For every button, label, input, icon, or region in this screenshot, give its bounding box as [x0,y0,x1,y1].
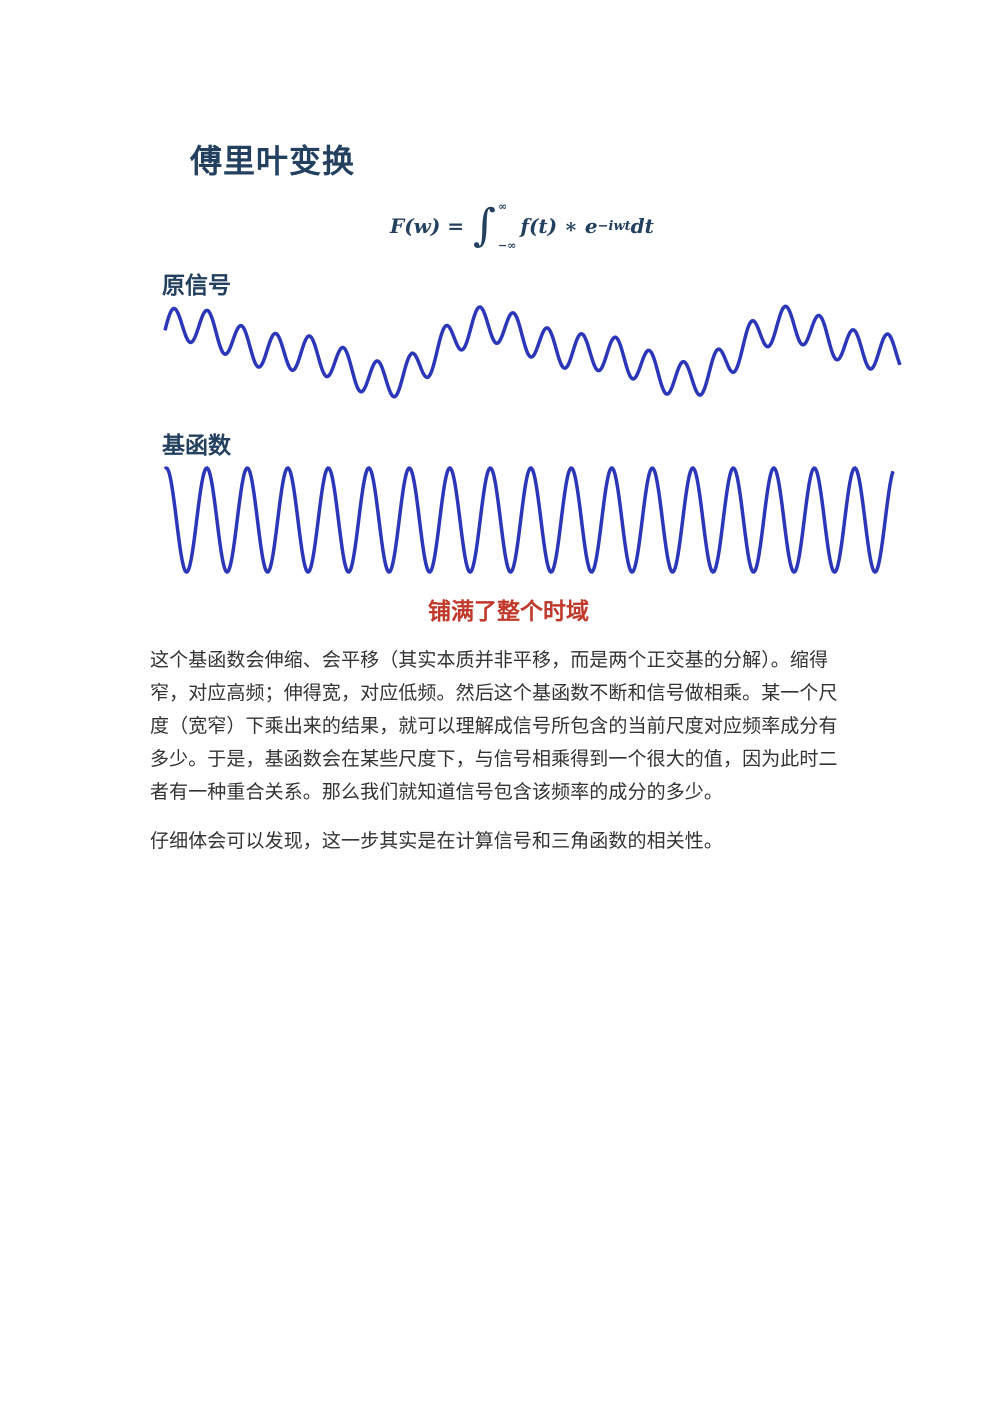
formula-exponent: −iwt [597,218,631,234]
upper-limit: ∞ [497,200,508,213]
formula-body: f(t) ∗ e [520,214,598,238]
formula-tail: dt [630,214,654,238]
paragraph-2: 仔细体会可以发现，这一步其实是在计算信号和三角函数的相关性。 [150,830,724,852]
integral-limits: ∞ −∞ [498,200,516,252]
fourier-formula: F(w) = ∫ ∞ −∞ f(t) ∗ e −iwt dt [390,200,654,252]
basis-label: 基函数 [162,433,231,459]
figure-title: 傅里叶变换 [190,142,356,180]
formula-lhs: F(w) = [390,214,465,238]
basis-wave-path [163,465,895,575]
signal-wave-path [163,304,902,399]
basis-wave [163,465,895,575]
signal-wave [163,304,902,399]
figure-caption: 铺满了整个时域 [428,599,589,625]
paragraph-1: 这个基函数会伸缩、会平移（其实本质并非平移，而是两个正交基的分解）。缩得窄，对应… [150,649,838,803]
integral-sign: ∫ [473,200,496,251]
signal-label: 原信号 [162,273,231,299]
lower-limit: −∞ [497,239,517,252]
